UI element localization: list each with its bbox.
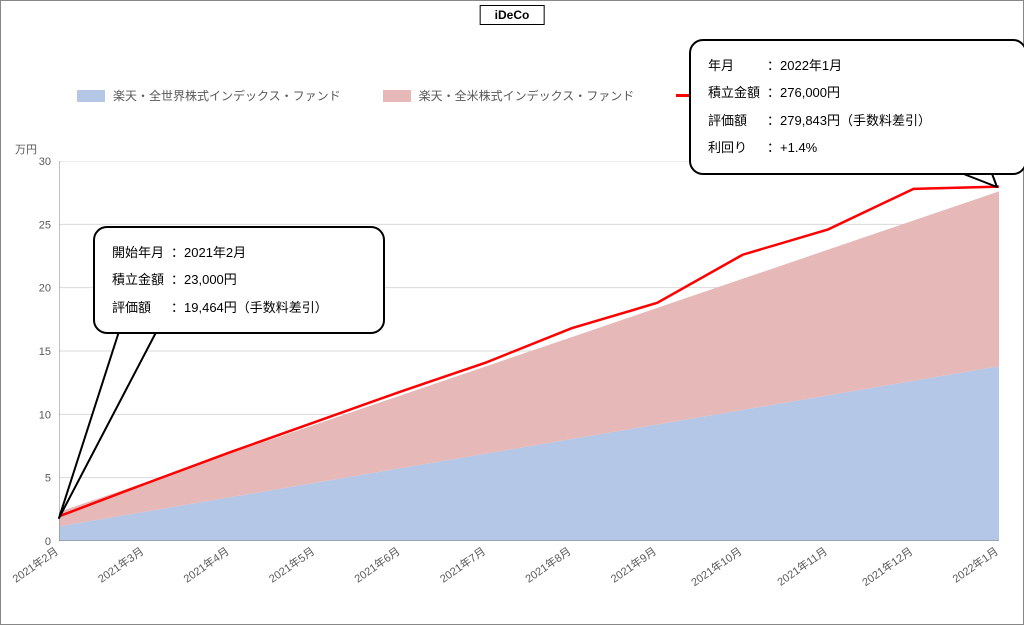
svg-text:25: 25 — [39, 219, 51, 231]
svg-text:2021年6月: 2021年6月 — [351, 544, 402, 586]
svg-text:2022年1月: 2022年1月 — [950, 544, 1001, 586]
legend-label-area2: 楽天・全米株式インデックス・ファンド — [419, 87, 635, 104]
svg-text:2021年12月: 2021年12月 — [859, 544, 915, 589]
svg-text:10: 10 — [39, 409, 51, 421]
legend-item-area2: 楽天・全米株式インデックス・ファンド — [383, 87, 635, 104]
legend-item-area1: 楽天・全世界株式インデックス・ファンド — [77, 87, 341, 104]
callout-end: 年月：2022年1月積立金額：276,000円評価額：279,843円（手数料差… — [689, 39, 1024, 175]
svg-text:15: 15 — [39, 346, 51, 358]
svg-text:2021年2月: 2021年2月 — [10, 544, 61, 586]
callout-start: 開始年月：2021年2月積立金額：23,000円評価額：19,464円（手数料差… — [93, 226, 385, 334]
legend-swatch-area1 — [77, 90, 105, 102]
chart-title: iDeCo — [480, 5, 545, 25]
svg-text:2021年3月: 2021年3月 — [95, 544, 146, 586]
svg-text:2021年9月: 2021年9月 — [608, 544, 659, 586]
svg-text:5: 5 — [45, 473, 51, 485]
svg-text:2021年5月: 2021年5月 — [266, 544, 317, 586]
legend-label-area1: 楽天・全世界株式インデックス・ファンド — [113, 87, 341, 104]
svg-text:0: 0 — [45, 536, 51, 548]
svg-text:2021年8月: 2021年8月 — [522, 544, 573, 586]
svg-text:2021年10月: 2021年10月 — [688, 544, 744, 589]
plot-area — [59, 161, 999, 541]
legend-swatch-area2 — [383, 90, 411, 102]
svg-text:2021年4月: 2021年4月 — [181, 544, 232, 586]
svg-text:30: 30 — [39, 156, 51, 168]
y-axis-unit: 万円 — [15, 141, 37, 157]
svg-text:2021年7月: 2021年7月 — [437, 544, 488, 586]
svg-text:20: 20 — [39, 283, 51, 295]
svg-text:2021年11月: 2021年11月 — [774, 544, 829, 589]
chart-container: iDeCo 楽天・全世界株式インデックス・ファンド 楽天・全米株式インデックス・… — [0, 0, 1024, 625]
